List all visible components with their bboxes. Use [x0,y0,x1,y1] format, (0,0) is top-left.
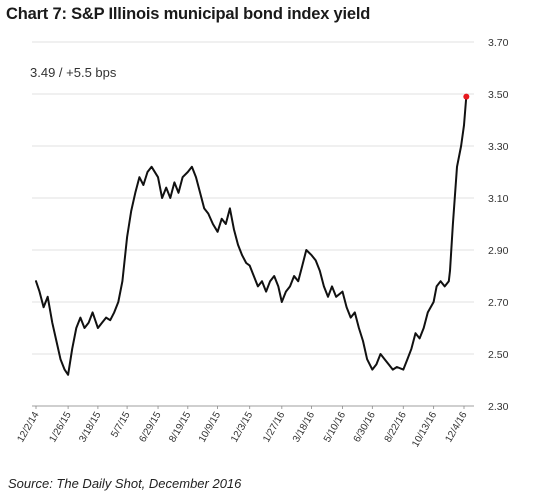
x-tick-label: 6/29/15 [137,410,163,445]
source-note: Source: The Daily Shot, December 2016 [8,476,242,491]
y-tick-label: 3.30 [488,141,509,153]
y-tick-label: 2.30 [488,401,509,413]
endpoint-marker [463,93,470,100]
x-tick-label: 5/7/15 [109,410,133,440]
x-tick-label: 10/13/16 [410,410,439,450]
x-tick-label: 8/22/16 [383,410,409,445]
x-axis-ticks: 12/2/14 1/26/15 3/18/15 5/7/15 6/29/15 8/19/1… [15,406,470,450]
x-tick-label: 1/26/15 [47,410,73,445]
series-line [35,95,468,376]
x-tick-label: 12/2/14 [15,410,41,445]
x-tick-label: 6/30/16 [352,410,378,445]
x-tick-label: 1/27/16 [261,410,287,445]
annotation-label: 3.49 / +5.5 bps [30,65,117,80]
x-tick-label: 3/18/16 [291,410,317,445]
x-tick-label: 3/18/15 [77,410,103,445]
y-tick-label: 3.50 [488,89,509,101]
gridlines [32,41,474,407]
x-tick-label: 8/19/15 [167,410,193,445]
y-tick-label: 3.70 [488,37,509,49]
y-tick-label: 2.70 [488,297,509,309]
chart-title: Chart 7: S&P Illinois municipal bond ind… [6,5,371,23]
y-tick-label: 2.90 [488,245,509,257]
x-tick-label: 12/3/15 [229,410,255,445]
y-axis-ticks: 3.70 3.50 3.30 3.10 2.90 2.70 2.50 2.30 [488,37,509,413]
y-tick-label: 2.50 [488,349,509,361]
x-tick-label: 10/9/15 [197,410,223,445]
x-tick-label: 12/4/16 [443,410,469,445]
y-tick-label: 3.10 [488,193,509,205]
x-tick-label: 5/10/16 [322,410,348,445]
